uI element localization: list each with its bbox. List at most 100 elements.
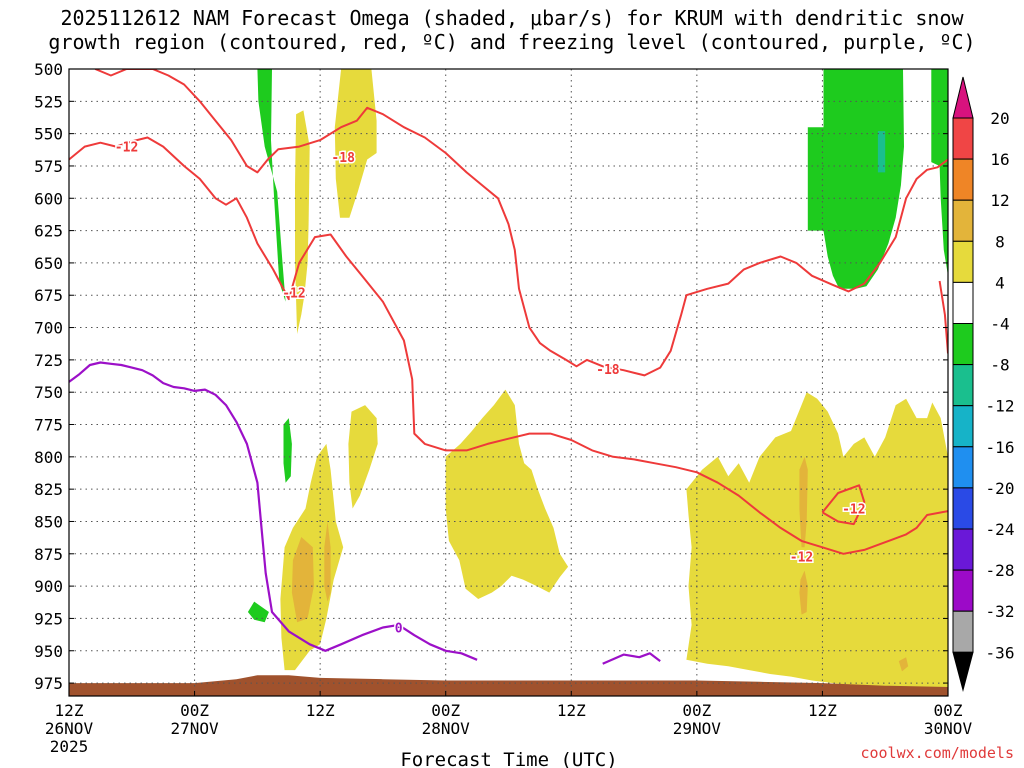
x-tick-label: 00Z xyxy=(431,701,460,720)
y-tick-label: 500 xyxy=(34,60,63,79)
omega-region xyxy=(334,69,377,218)
x-tick-label: 29NOV xyxy=(673,719,722,738)
omega-region xyxy=(348,405,378,509)
omega-region xyxy=(799,570,808,615)
colorbar-segment xyxy=(952,569,974,612)
colorbar-tick-label: -24 xyxy=(986,520,1015,539)
dgz-contour xyxy=(821,484,866,526)
colorbar-tick-label: 20 xyxy=(990,109,1009,128)
title-line-2: growth region (contoured, red, ºC) and f… xyxy=(48,30,976,54)
omega-region xyxy=(291,537,314,623)
y-tick-label: 825 xyxy=(34,480,63,499)
contour-label: -18 xyxy=(331,151,355,166)
colorbar-tick-label: -12 xyxy=(986,397,1015,416)
colorbar-tick-label: 12 xyxy=(990,191,1009,210)
x-tick-label: 00Z xyxy=(682,701,711,720)
colorbar-segment xyxy=(952,610,974,653)
y-tick-label: 550 xyxy=(34,125,63,144)
colorbar-segment xyxy=(952,487,974,530)
omega-region xyxy=(877,131,886,173)
x-tick-label: 28NOV xyxy=(422,719,471,738)
plot-frame xyxy=(68,68,949,697)
colorbar-segment xyxy=(952,240,974,283)
y-axis: 500 525 550 575 600 625 650 675 700 725 750 775 800 8… xyxy=(34,60,948,693)
contour-label: -18 xyxy=(596,363,620,378)
y-tick-label: 750 xyxy=(34,383,63,402)
colorbar-segment xyxy=(952,364,974,407)
omega-region xyxy=(445,389,569,599)
contour-label: -12 xyxy=(115,141,138,156)
contour-label: -12 xyxy=(282,287,305,302)
x-tick-label: 12Z xyxy=(808,701,837,720)
colorbar-tick-label: 4 xyxy=(995,273,1005,292)
x-tick-label: 12Z xyxy=(55,701,84,720)
y-tick-label: 925 xyxy=(34,609,63,628)
dgz-contour xyxy=(938,280,948,354)
colorbar-tick-label: -4 xyxy=(990,315,1009,334)
y-tick-label: 875 xyxy=(34,545,63,564)
y-tick-label: 800 xyxy=(34,448,63,467)
omega-region xyxy=(247,601,269,623)
freezing-level-contour xyxy=(69,361,478,661)
colorbar-segment xyxy=(952,117,974,160)
freezing-level-contour xyxy=(602,652,661,665)
y-tick-label: 675 xyxy=(34,286,63,305)
dgz-contour xyxy=(94,69,948,377)
x-tick-label: 00Z xyxy=(934,701,963,720)
grid xyxy=(69,69,948,696)
colorbar-cap-top xyxy=(952,76,974,119)
colorbar-segment xyxy=(952,405,974,448)
contour-label: 0 xyxy=(395,621,403,636)
x-tick-label: 30NOV xyxy=(924,719,973,738)
colorbar: 20 16 12 8 4 -4 -8 -12 -16 -20 -24 -28 -32 -36 xyxy=(952,76,1015,692)
chart-title: 2025112612 NAM Forecast Omega (shaded, μ… xyxy=(0,6,1024,54)
terrain-fill xyxy=(69,675,948,696)
y-tick-label: 575 xyxy=(34,157,63,176)
colorbar-tick-label: -28 xyxy=(986,561,1015,580)
colorbar-tick-label: -36 xyxy=(986,643,1015,662)
dgz-contour xyxy=(69,136,948,555)
y-tick-label: 525 xyxy=(34,92,63,111)
omega-region xyxy=(807,69,904,289)
y-tick-label: 775 xyxy=(34,416,63,435)
omega-region xyxy=(686,392,948,696)
colorbar-segment xyxy=(952,281,974,324)
colorbar-cap-bottom xyxy=(952,651,974,692)
omega-region xyxy=(283,418,292,483)
x-axis-label: Forecast Time (UTC) xyxy=(400,749,617,768)
title-line-1: 2025112612 NAM Forecast Omega (shaded, μ… xyxy=(60,6,964,30)
y-tick-label: 725 xyxy=(34,351,63,370)
colorbar-segment xyxy=(952,158,974,201)
omega-region xyxy=(931,69,948,276)
omega-region xyxy=(257,69,286,302)
colorbar-tick-label: -32 xyxy=(986,602,1015,621)
credit-text: coolwx.com/models xyxy=(860,744,1014,762)
y-tick-label: 625 xyxy=(34,222,63,241)
y-tick-label: 850 xyxy=(34,512,63,531)
colorbar-segment xyxy=(952,446,974,489)
colorbar-tick-label: -20 xyxy=(986,479,1015,498)
colorbar-tick-label: 16 xyxy=(990,150,1009,169)
contours xyxy=(69,69,948,665)
omega-region xyxy=(799,456,808,548)
y-tick-label: 975 xyxy=(34,674,63,693)
colorbar-segment xyxy=(952,528,974,571)
colorbar-tick-label: -16 xyxy=(986,438,1015,457)
colorbar-segment xyxy=(952,323,974,366)
x-tick-label: 12Z xyxy=(306,701,335,720)
terrain xyxy=(69,675,948,696)
x-tick-label: 27NOV xyxy=(170,719,219,738)
y-tick-label: 950 xyxy=(34,642,63,661)
colorbar-segment xyxy=(952,199,974,242)
y-tick-label: 600 xyxy=(34,189,63,208)
omega-region xyxy=(324,521,331,602)
omega-region xyxy=(898,657,909,672)
x-tick-label: 12Z xyxy=(557,701,586,720)
contour-label: -12 xyxy=(842,503,865,518)
y-tick-label: 900 xyxy=(34,577,63,596)
colorbar-tick-label: 8 xyxy=(995,232,1005,251)
contour-label: -12 xyxy=(790,550,813,565)
x-tick-label: 2025 xyxy=(50,737,89,756)
